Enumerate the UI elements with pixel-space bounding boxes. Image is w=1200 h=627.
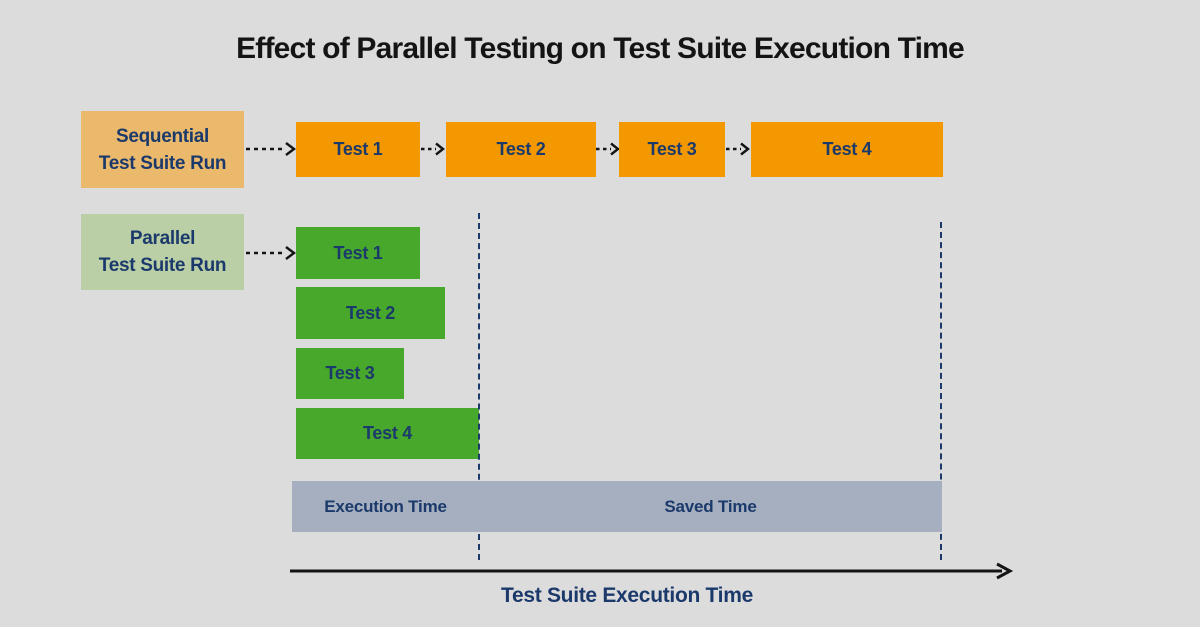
dotted-arrow-right-icon [245, 245, 296, 261]
sequential-test-3-box: Test 3 [619, 122, 725, 177]
execution-time-label: Execution Time [324, 496, 447, 516]
parallel-run-label-line2: Test Suite Run [98, 255, 227, 276]
dotted-arrow-right-icon [596, 141, 620, 157]
sequential-run-label: Sequential Test Suite Run [81, 111, 244, 188]
execution-time-segment: Execution Time [292, 481, 479, 532]
sequential-run-label-line1: Sequential [115, 125, 210, 147]
saved-time-segment: Saved Time [479, 481, 942, 532]
sequential-test-1-box: Test 1 [296, 122, 420, 177]
time-axis-label: Test Suite Execution Time [501, 584, 753, 607]
parallel-test-2-box: Test 2 [296, 287, 445, 339]
sequential-execution-end-dashed-line [940, 222, 942, 560]
sequential-test-1-label: Test 1 [333, 139, 383, 159]
dotted-arrow-right-icon [726, 141, 750, 157]
parallel-test-1-label: Test 1 [333, 242, 383, 263]
sequential-test-2-box: Test 2 [446, 122, 596, 177]
parallel-test-2-label: Test 2 [346, 302, 395, 323]
parallel-test-4-label: Test 4 [363, 423, 412, 443]
diagram-title: Effect of Parallel Testing on Test Suite… [236, 32, 965, 65]
parallel-execution-end-dashed-line [478, 213, 480, 560]
parallel-test-3-box: Test 3 [296, 348, 404, 399]
parallel-test-3-label: Test 3 [325, 363, 375, 383]
sequential-test-3-label: Test 3 [647, 139, 697, 159]
parallel-test-1-box: Test 1 [296, 227, 420, 279]
parallel-run-label: Parallel Test Suite Run [81, 214, 244, 290]
sequential-test-2-label: Test 2 [496, 139, 546, 159]
time-comparison-bar: Execution Time Saved Time [292, 481, 942, 532]
time-axis-arrow-icon [290, 562, 1014, 580]
dotted-arrow-right-icon [421, 141, 445, 157]
saved-time-label: Saved Time [664, 496, 757, 516]
sequential-run-label-line2: Test Suite Run [98, 152, 227, 174]
dotted-arrow-right-icon [245, 141, 296, 157]
sequential-test-4-label: Test 4 [822, 139, 872, 159]
parallel-test-4-box: Test 4 [296, 408, 479, 459]
sequential-test-4-box: Test 4 [751, 122, 943, 177]
parallel-run-label-line1: Parallel [129, 228, 196, 249]
